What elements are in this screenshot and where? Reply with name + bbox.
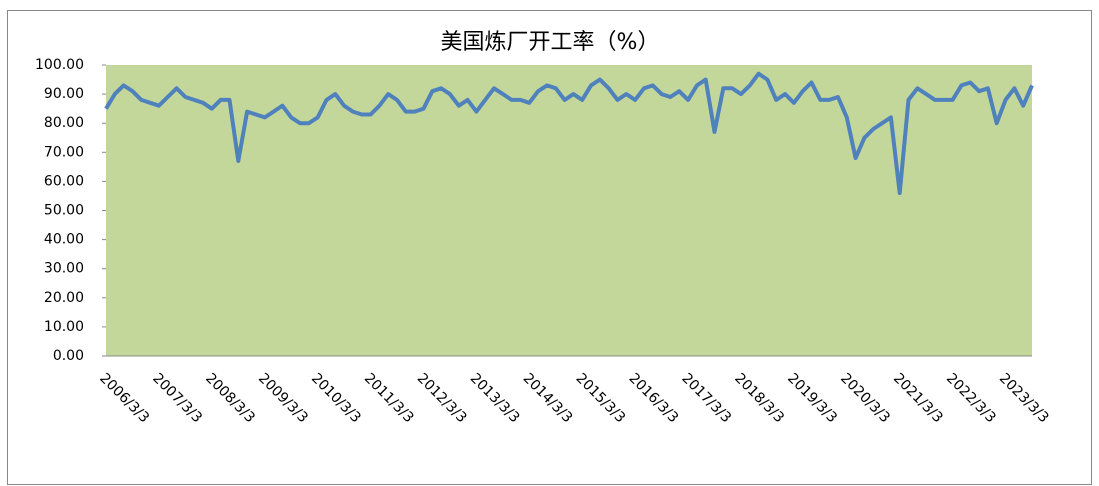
y-tick-label: 90.00 (44, 86, 84, 102)
y-tick-label: 30.00 (44, 261, 84, 277)
y-tick-label: 0.00 (53, 348, 84, 364)
y-tick-label: 40.00 (44, 232, 84, 248)
plot-area (106, 65, 1032, 356)
y-tick-label: 50.00 (44, 203, 84, 219)
y-tick-label: 10.00 (44, 319, 84, 335)
y-tick-label: 60.00 (44, 173, 84, 189)
line-series (104, 71, 1034, 195)
chart-title: 美国炼厂开工率（%） (441, 30, 660, 55)
y-tick-label: 100.00 (35, 57, 84, 73)
y-tick-label: 80.00 (44, 115, 84, 131)
y-tick-label: 70.00 (44, 144, 84, 160)
y-tick-label: 20.00 (44, 290, 84, 306)
